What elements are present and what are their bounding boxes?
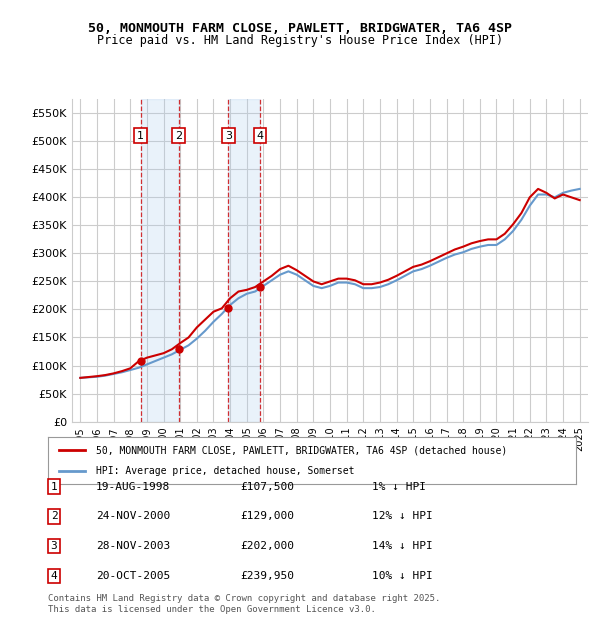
Text: £239,950: £239,950	[240, 571, 294, 581]
Text: 1% ↓ HPI: 1% ↓ HPI	[372, 482, 426, 492]
Text: 4: 4	[257, 131, 263, 141]
Text: 50, MONMOUTH FARM CLOSE, PAWLETT, BRIDGWATER, TA6 4SP: 50, MONMOUTH FARM CLOSE, PAWLETT, BRIDGW…	[88, 22, 512, 35]
Text: 1: 1	[50, 482, 58, 492]
Text: Contains HM Land Registry data © Crown copyright and database right 2025.
This d: Contains HM Land Registry data © Crown c…	[48, 595, 440, 614]
Text: 3: 3	[50, 541, 58, 551]
Text: 28-NOV-2003: 28-NOV-2003	[96, 541, 170, 551]
Text: 1: 1	[137, 131, 144, 141]
Text: £202,000: £202,000	[240, 541, 294, 551]
Text: 2: 2	[50, 512, 58, 521]
Text: 20-OCT-2005: 20-OCT-2005	[96, 571, 170, 581]
Text: 3: 3	[225, 131, 232, 141]
Text: 19-AUG-1998: 19-AUG-1998	[96, 482, 170, 492]
Bar	[229, 99, 260, 422]
Text: Price paid vs. HM Land Registry's House Price Index (HPI): Price paid vs. HM Land Registry's House …	[97, 34, 503, 47]
Text: 10% ↓ HPI: 10% ↓ HPI	[372, 571, 433, 581]
Text: £129,000: £129,000	[240, 512, 294, 521]
Text: 4: 4	[50, 571, 58, 581]
Bar	[141, 99, 179, 422]
Text: 14% ↓ HPI: 14% ↓ HPI	[372, 541, 433, 551]
Text: £107,500: £107,500	[240, 482, 294, 492]
Text: HPI: Average price, detached house, Somerset: HPI: Average price, detached house, Some…	[95, 466, 354, 476]
Text: 50, MONMOUTH FARM CLOSE, PAWLETT, BRIDGWATER, TA6 4SP (detached house): 50, MONMOUTH FARM CLOSE, PAWLETT, BRIDGW…	[95, 445, 507, 455]
Text: 24-NOV-2000: 24-NOV-2000	[96, 512, 170, 521]
Text: 12% ↓ HPI: 12% ↓ HPI	[372, 512, 433, 521]
Text: 2: 2	[175, 131, 182, 141]
